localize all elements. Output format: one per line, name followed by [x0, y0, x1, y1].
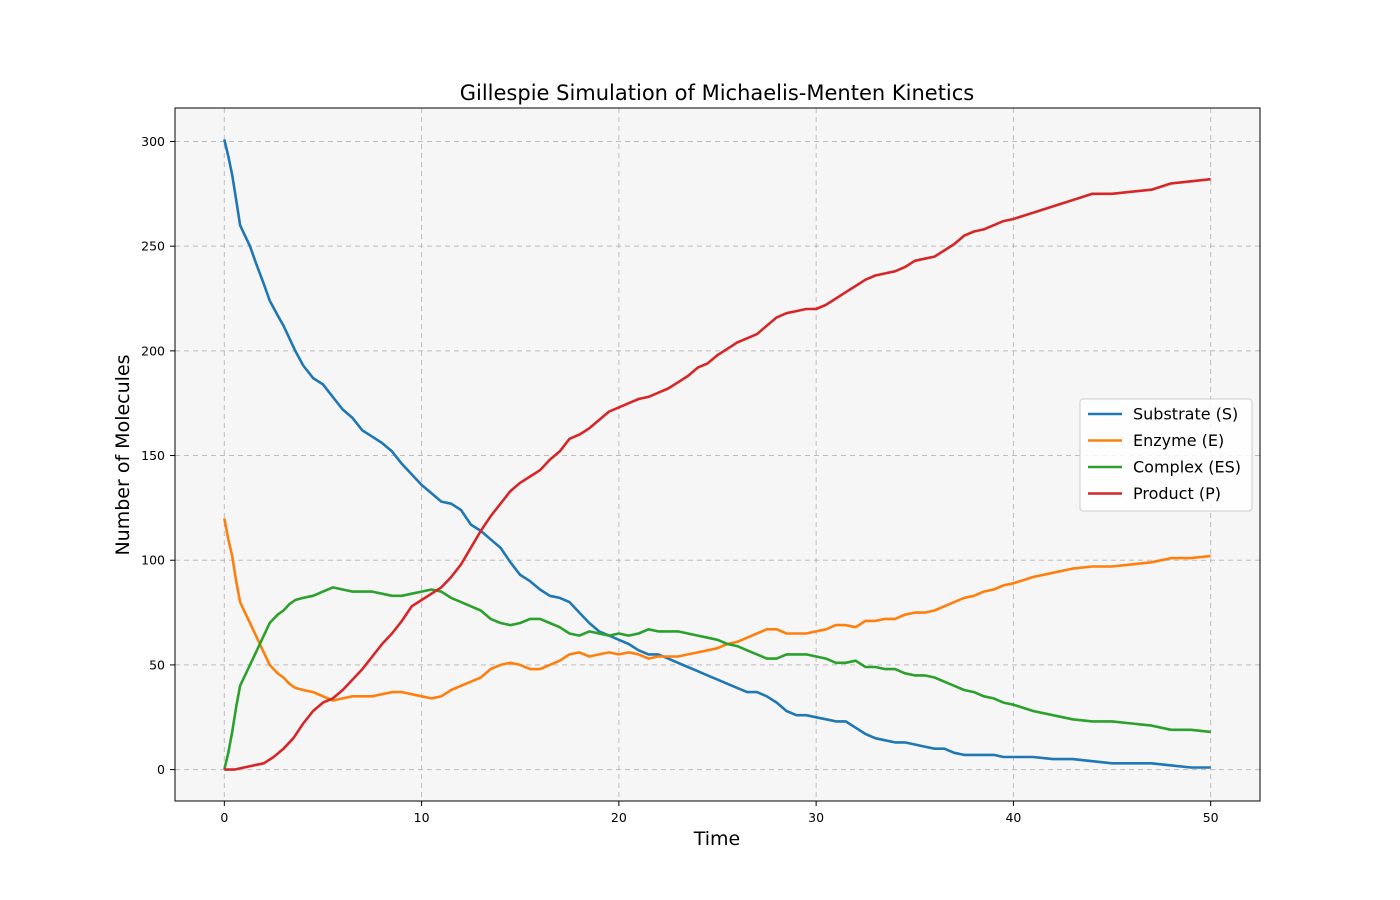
legend-entry-label: Product (P)	[1133, 484, 1221, 503]
x-tick-label: 30	[808, 810, 824, 825]
y-tick-label: 0	[157, 762, 165, 777]
x-axis-label: Time	[693, 828, 741, 850]
series-line-1	[223, 518, 1211, 702]
y-axis-label: Number of Molecules	[112, 354, 134, 555]
y-axis: 0 50 100 150 200 250 300	[141, 134, 175, 777]
legend-entry-label: Enzyme (E)	[1133, 431, 1224, 450]
y-tick-label: 300	[141, 134, 165, 149]
legend-frame	[1079, 398, 1253, 512]
plot-area	[175, 108, 1260, 801]
plot-frame	[174, 107, 1261, 802]
y-tick-label: 100	[141, 553, 165, 568]
y-tick-label: 200	[141, 343, 165, 358]
y-tick-label: 150	[141, 448, 165, 463]
y-tick-label: 250	[141, 239, 165, 254]
grid-layer	[175, 108, 1260, 801]
x-tick-label: 50	[1203, 810, 1219, 825]
chart-title: Gillespie Simulation of Michaelis-Menten…	[460, 81, 975, 105]
x-axis: 0 10 20 30 40 50	[220, 801, 1219, 825]
x-tick-label: 0	[220, 810, 228, 825]
series-line-3	[224, 177, 1211, 771]
series-line-0	[223, 139, 1211, 769]
x-tick-label: 40	[1005, 810, 1021, 825]
legend-entry-label: Substrate (S)	[1133, 405, 1238, 424]
legend: Substrate (S) Enzyme (E) Complex (ES) Produ…	[1079, 398, 1253, 512]
x-tick-label: 20	[611, 810, 627, 825]
x-tick-label: 10	[414, 810, 430, 825]
legend-entry-label: Complex (ES)	[1133, 458, 1241, 477]
y-tick-label: 50	[149, 657, 165, 672]
series-layer	[223, 139, 1211, 771]
series-line-2	[223, 586, 1211, 770]
